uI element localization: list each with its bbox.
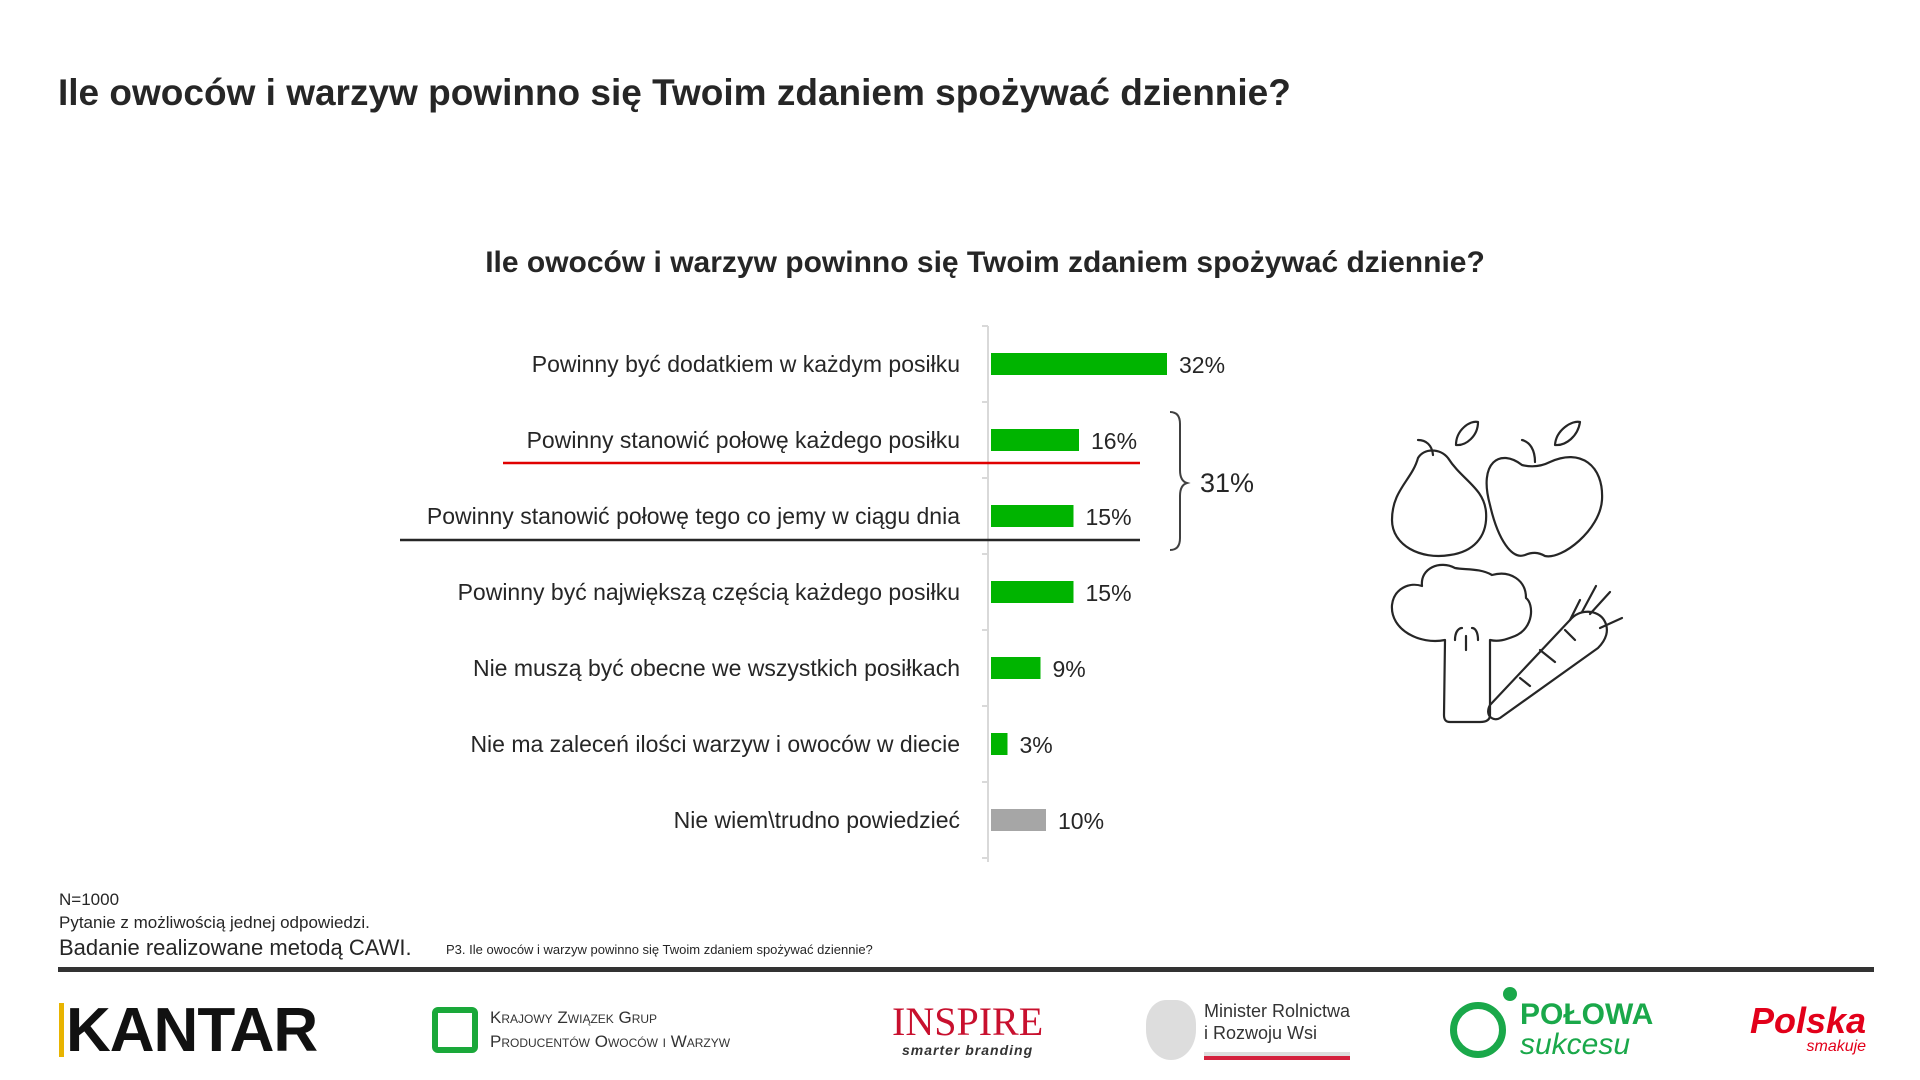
category-label: Nie wiem\trudno powiedzieć [674,807,960,833]
category-label: Nie ma zaleceń ilości warzyw i owoców w … [470,731,960,757]
kzgpowiw-logo: Krajowy Związek Grup Producentów Owoców … [432,995,730,1065]
inspire-logo: INSPIRE smarter branding [892,999,1044,1059]
bar [991,809,1046,831]
value-label: 16% [1091,428,1137,454]
value-label: 32% [1179,352,1225,378]
value-label: 15% [1086,580,1132,606]
value-label: 9% [1053,656,1086,682]
bar [991,657,1041,679]
method-note: Badanie realizowane metodą CAWI. [59,935,412,960]
bar [991,353,1167,375]
bar [991,733,1008,755]
category-label: Powinny stanowić połowę tego co jemy w c… [427,503,960,529]
polska-smakuje-logo: Polska smakuje [1750,1000,1867,1056]
bar-chart: Powinny być dodatkiem w każdym posiłku 32… [400,325,1624,862]
bar [991,505,1074,527]
kantar-logo: KANTAR [59,995,318,1065]
bar [991,429,1079,451]
category-label: Nie muszą być obecne we wszystkich posił… [473,655,960,681]
category-label: Powinny być największą częścią każdego p… [458,579,960,605]
value-label: 15% [1086,504,1132,530]
value-label: 10% [1058,808,1104,834]
question-reference: P3. Ile owoców i warzyw powinno się Twoi… [446,942,873,957]
category-label: Powinny być dodatkiem w każdym posiłku [532,351,960,377]
question-type-note: Pytanie z możliwością jednej odpowiedzi. [59,913,370,932]
bar [991,581,1074,603]
fruit-vegetable-icon [1390,420,1624,724]
chart-title: Ile owoców i warzyw powinno się Twoim zd… [485,246,1485,279]
brace-total-label: 31% [1200,468,1254,498]
footer-separator [58,967,1874,972]
sample-size-note: N=1000 [59,890,120,909]
polowa-sukcesu-logo: POŁOWA sukcesu [1450,987,1653,1065]
page-title: Ile owoców i warzyw powinno się Twoim zd… [58,72,1291,113]
brace [1169,411,1191,551]
ministry-logo: Minister Rolnictwa i Rozwoju Wsi [1146,995,1351,1065]
eagle-emblem-icon [1146,1000,1196,1060]
value-label: 3% [1020,732,1053,758]
category-label: Powinny stanowić połowę każdego posiłku [527,427,960,453]
